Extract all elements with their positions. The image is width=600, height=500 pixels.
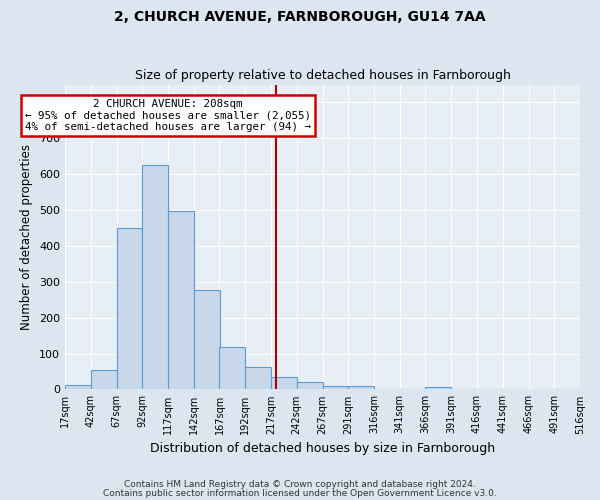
X-axis label: Distribution of detached houses by size in Farnborough: Distribution of detached houses by size … — [150, 442, 495, 455]
Bar — [220, 347, 245, 390]
Bar — [271, 377, 297, 390]
Text: 2, CHURCH AVENUE, FARNBOROUGH, GU14 7AA: 2, CHURCH AVENUE, FARNBOROUGH, GU14 7AA — [114, 10, 486, 24]
Bar — [91, 370, 116, 390]
Bar — [297, 382, 323, 390]
Bar — [425, 386, 451, 390]
Bar — [116, 228, 142, 390]
Bar — [142, 166, 168, 390]
Bar — [194, 290, 220, 390]
Text: 2 CHURCH AVENUE: 208sqm  
← 95% of detached houses are smaller (2,055)
4% of sem: 2 CHURCH AVENUE: 208sqm ← 95% of detache… — [25, 99, 311, 132]
Title: Size of property relative to detached houses in Farnborough: Size of property relative to detached ho… — [134, 69, 511, 82]
Y-axis label: Number of detached properties: Number of detached properties — [20, 144, 34, 330]
Bar — [168, 211, 194, 390]
Text: Contains HM Land Registry data © Crown copyright and database right 2024.: Contains HM Land Registry data © Crown c… — [124, 480, 476, 489]
Bar — [245, 367, 271, 390]
Text: Contains public sector information licensed under the Open Government Licence v3: Contains public sector information licen… — [103, 490, 497, 498]
Bar — [323, 386, 348, 390]
Bar — [65, 385, 91, 390]
Bar — [348, 386, 374, 390]
